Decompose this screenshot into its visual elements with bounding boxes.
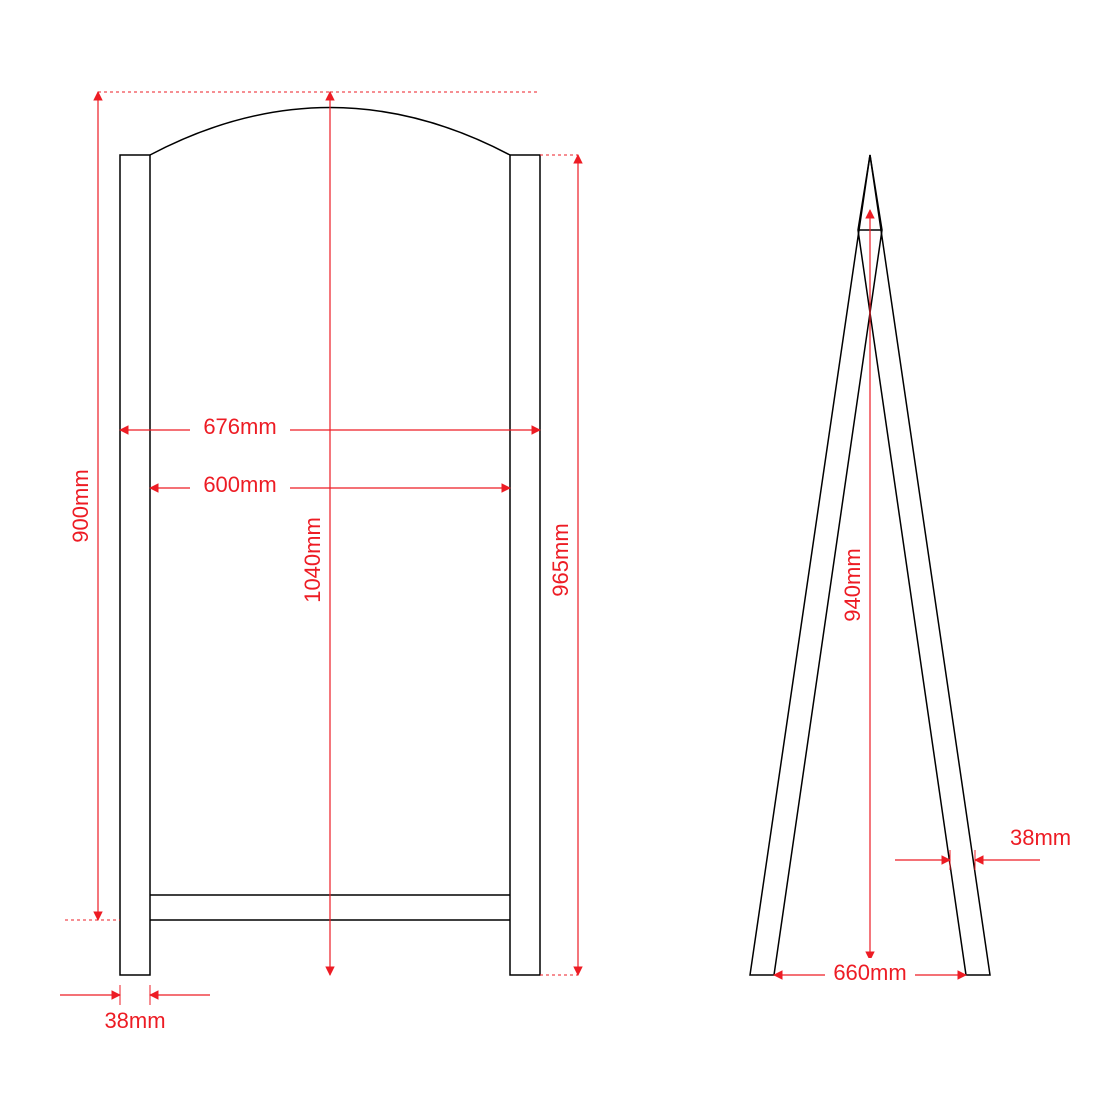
dim-676-label: 676mm	[203, 414, 276, 439]
dim-1040: 1040mm	[300, 92, 330, 975]
dim-1040-label: 1040mm	[300, 517, 325, 603]
dim-940: 940mm	[840, 210, 870, 960]
front-view: 900mm 1040mm 965mm 676mm 600mm	[60, 92, 578, 1033]
dim-965-label: 965mm	[548, 523, 573, 596]
dim-38-front: 38mm	[60, 985, 210, 1033]
side-view: 940mm 660mm 38mm	[750, 155, 1071, 985]
dim-600-label: 600mm	[203, 472, 276, 497]
dim-965: 965mm	[548, 155, 578, 975]
dim-940-label: 940mm	[840, 548, 865, 621]
dim-660: 660mm	[774, 958, 966, 985]
dim-38-front-label: 38mm	[104, 1008, 165, 1033]
front-left-leg	[120, 155, 150, 975]
side-right-leg	[858, 155, 990, 975]
dim-900: 900mm	[68, 92, 98, 920]
front-right-leg	[510, 155, 540, 975]
dim-38-side: 38mm	[895, 825, 1071, 870]
dim-900-label: 900mm	[68, 469, 93, 542]
dim-660-label: 660mm	[833, 960, 906, 985]
dim-38-side-label: 38mm	[1010, 825, 1071, 850]
